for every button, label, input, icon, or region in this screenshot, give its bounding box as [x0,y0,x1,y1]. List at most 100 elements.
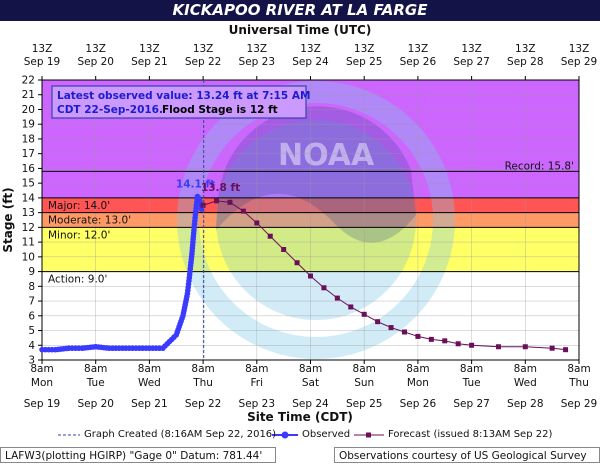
gage-datum-text: LAFW3(plotting HGIRP) "Gage 0" Datum: 78… [5,450,263,462]
y-tick-label: 13 [22,207,35,219]
legend-observed-label: Observed [302,429,351,440]
y-tick-label: 18 [22,133,35,145]
local-tick-time: 8am [30,363,53,375]
utc-tick-time: 13Z [139,43,160,55]
local-tick-time: 8am [353,363,376,375]
utc-tick-date: Sep 25 [346,56,383,68]
observed-legend-marker [281,431,289,439]
threshold-label: Action: 9.0' [48,274,107,286]
utc-tick-date: Sep 21 [131,56,168,68]
local-tick-time: 8am [245,363,268,375]
local-tick-day: Sat [302,377,319,389]
y-tick-label: 6 [28,310,35,322]
utc-tick-time: 13Z [247,43,268,55]
y-axis-ticks: 3 4 5 6 7 8 9 10 11 12 13 14 15 16 17 18 19 20 21 22 Stage (… [1,75,42,367]
chart-title: KICKAPOO RIVER AT LA FARGE [172,1,428,19]
forecast-point [227,199,233,205]
local-tick-time: 8am [299,363,322,375]
utc-tick-time: 13Z [354,43,375,55]
observation-source: Observations courtesy of US Geological S… [334,447,600,463]
local-tick-time: 8am [567,363,590,375]
local-tick-time: 8am [514,363,537,375]
utc-tick-time: 13Z [85,43,106,55]
utc-tick-date: Sep 20 [77,56,114,68]
local-tick-date: Sep 25 [346,398,383,410]
y-tick-label: 10 [22,251,35,263]
info-box [51,85,307,119]
forecast-point [442,338,448,344]
y-tick-label: 14 [22,192,36,204]
local-tick-day: Tue [86,377,105,389]
forecast-peak-label: 13.8 ft [201,182,240,194]
y-tick-label: 21 [22,89,35,101]
x-axis-ticks: Universal Time (UTC)Site Time (CDT)13ZSe… [24,23,598,424]
threshold-label: Record: 15.8' [505,160,574,172]
forecast-point [455,341,461,347]
y-tick-label: 9 [28,266,35,278]
forecast-point [375,319,381,325]
info-box-date: CDT 22-Sep-2016. [57,104,163,116]
local-tick-time: 8am [84,363,107,375]
forecast-point [361,311,367,317]
watermark-bird [216,106,416,243]
bottom-axis-title: Site Time (CDT) [247,410,353,424]
local-tick-date: Sep 29 [561,398,598,410]
legend-forecast-label: Forecast (issued 8:13AM Sep 22) [388,429,553,440]
watermark-noaa-text: NOAA [278,138,375,173]
local-tick-day: Thu [568,377,589,389]
utc-tick-time: 13Z [32,43,53,55]
forecast-point [415,333,421,339]
local-tick-day: Thu [192,377,213,389]
local-tick-date: Sep 21 [131,398,168,410]
y-tick-label: 5 [28,325,35,337]
stage-hydrograph-chart: NOAA Record: 15.8' Major: 14.0' Moderate: … [1,23,598,424]
forecast-legend-marker [366,432,371,438]
utc-tick-time: 13Z [408,43,429,55]
utc-tick-date: Sep 29 [561,56,598,68]
forecast-point [281,246,287,252]
y-tick-label: 19 [22,119,35,131]
forecast-point [428,336,434,342]
local-tick-date: Sep 19 [24,398,61,410]
info-box-line1: Latest observed value: 13.24 ft at 7:15 … [57,90,310,102]
y-tick-label: 15 [22,178,35,190]
utc-tick-time: 13Z [569,43,590,55]
forecast-point [549,345,555,351]
local-tick-day: Fri [251,377,264,389]
series-layer [39,193,569,353]
y-tick-label: 3 [28,355,35,367]
local-tick-date: Sep 26 [400,398,437,410]
forecast-point [200,202,206,208]
top-axis-title: Universal Time (UTC) [229,23,372,37]
local-tick-time: 8am [191,363,214,375]
utc-tick-time: 13Z [193,43,214,55]
local-tick-time: 8am [406,363,429,375]
local-tick-day: Tue [462,377,481,389]
local-tick-day: Mon [31,377,53,389]
local-tick-date: Sep 28 [507,398,544,410]
legend: Graph Created (8:16AM Sep 22, 2016) Obse… [0,428,600,442]
local-tick-day: Sun [354,377,374,389]
forecast-point [308,273,313,279]
utc-tick-date: Sep 22 [185,56,222,68]
local-tick-date: Sep 23 [239,398,276,410]
utc-tick-date: Sep 26 [400,56,437,68]
gage-datum-info: LAFW3(plotting HGIRP) "Gage 0" Datum: 78… [0,447,276,463]
forecast-point [522,344,528,350]
info-box-flood-stage: Flood Stage is 12 ft [162,104,278,116]
y-tick-label: 12 [22,222,35,234]
y-tick-label: 22 [22,75,35,87]
y-tick-label: 4 [28,340,35,352]
local-tick-date: Sep 24 [292,398,329,410]
utc-tick-date: Sep 24 [292,56,329,68]
forecast-point [254,220,260,226]
noaa-watermark: NOAA [177,81,455,359]
utc-tick-time: 13Z [300,43,321,55]
utc-tick-date: Sep 27 [453,56,490,68]
observed-peak-label: 14.1 ft [176,178,215,190]
forecast-point [334,295,340,301]
forecast-point [401,329,407,335]
threshold-label: Moderate: 13.0' [48,215,131,227]
local-tick-date: Sep 22 [185,398,222,410]
